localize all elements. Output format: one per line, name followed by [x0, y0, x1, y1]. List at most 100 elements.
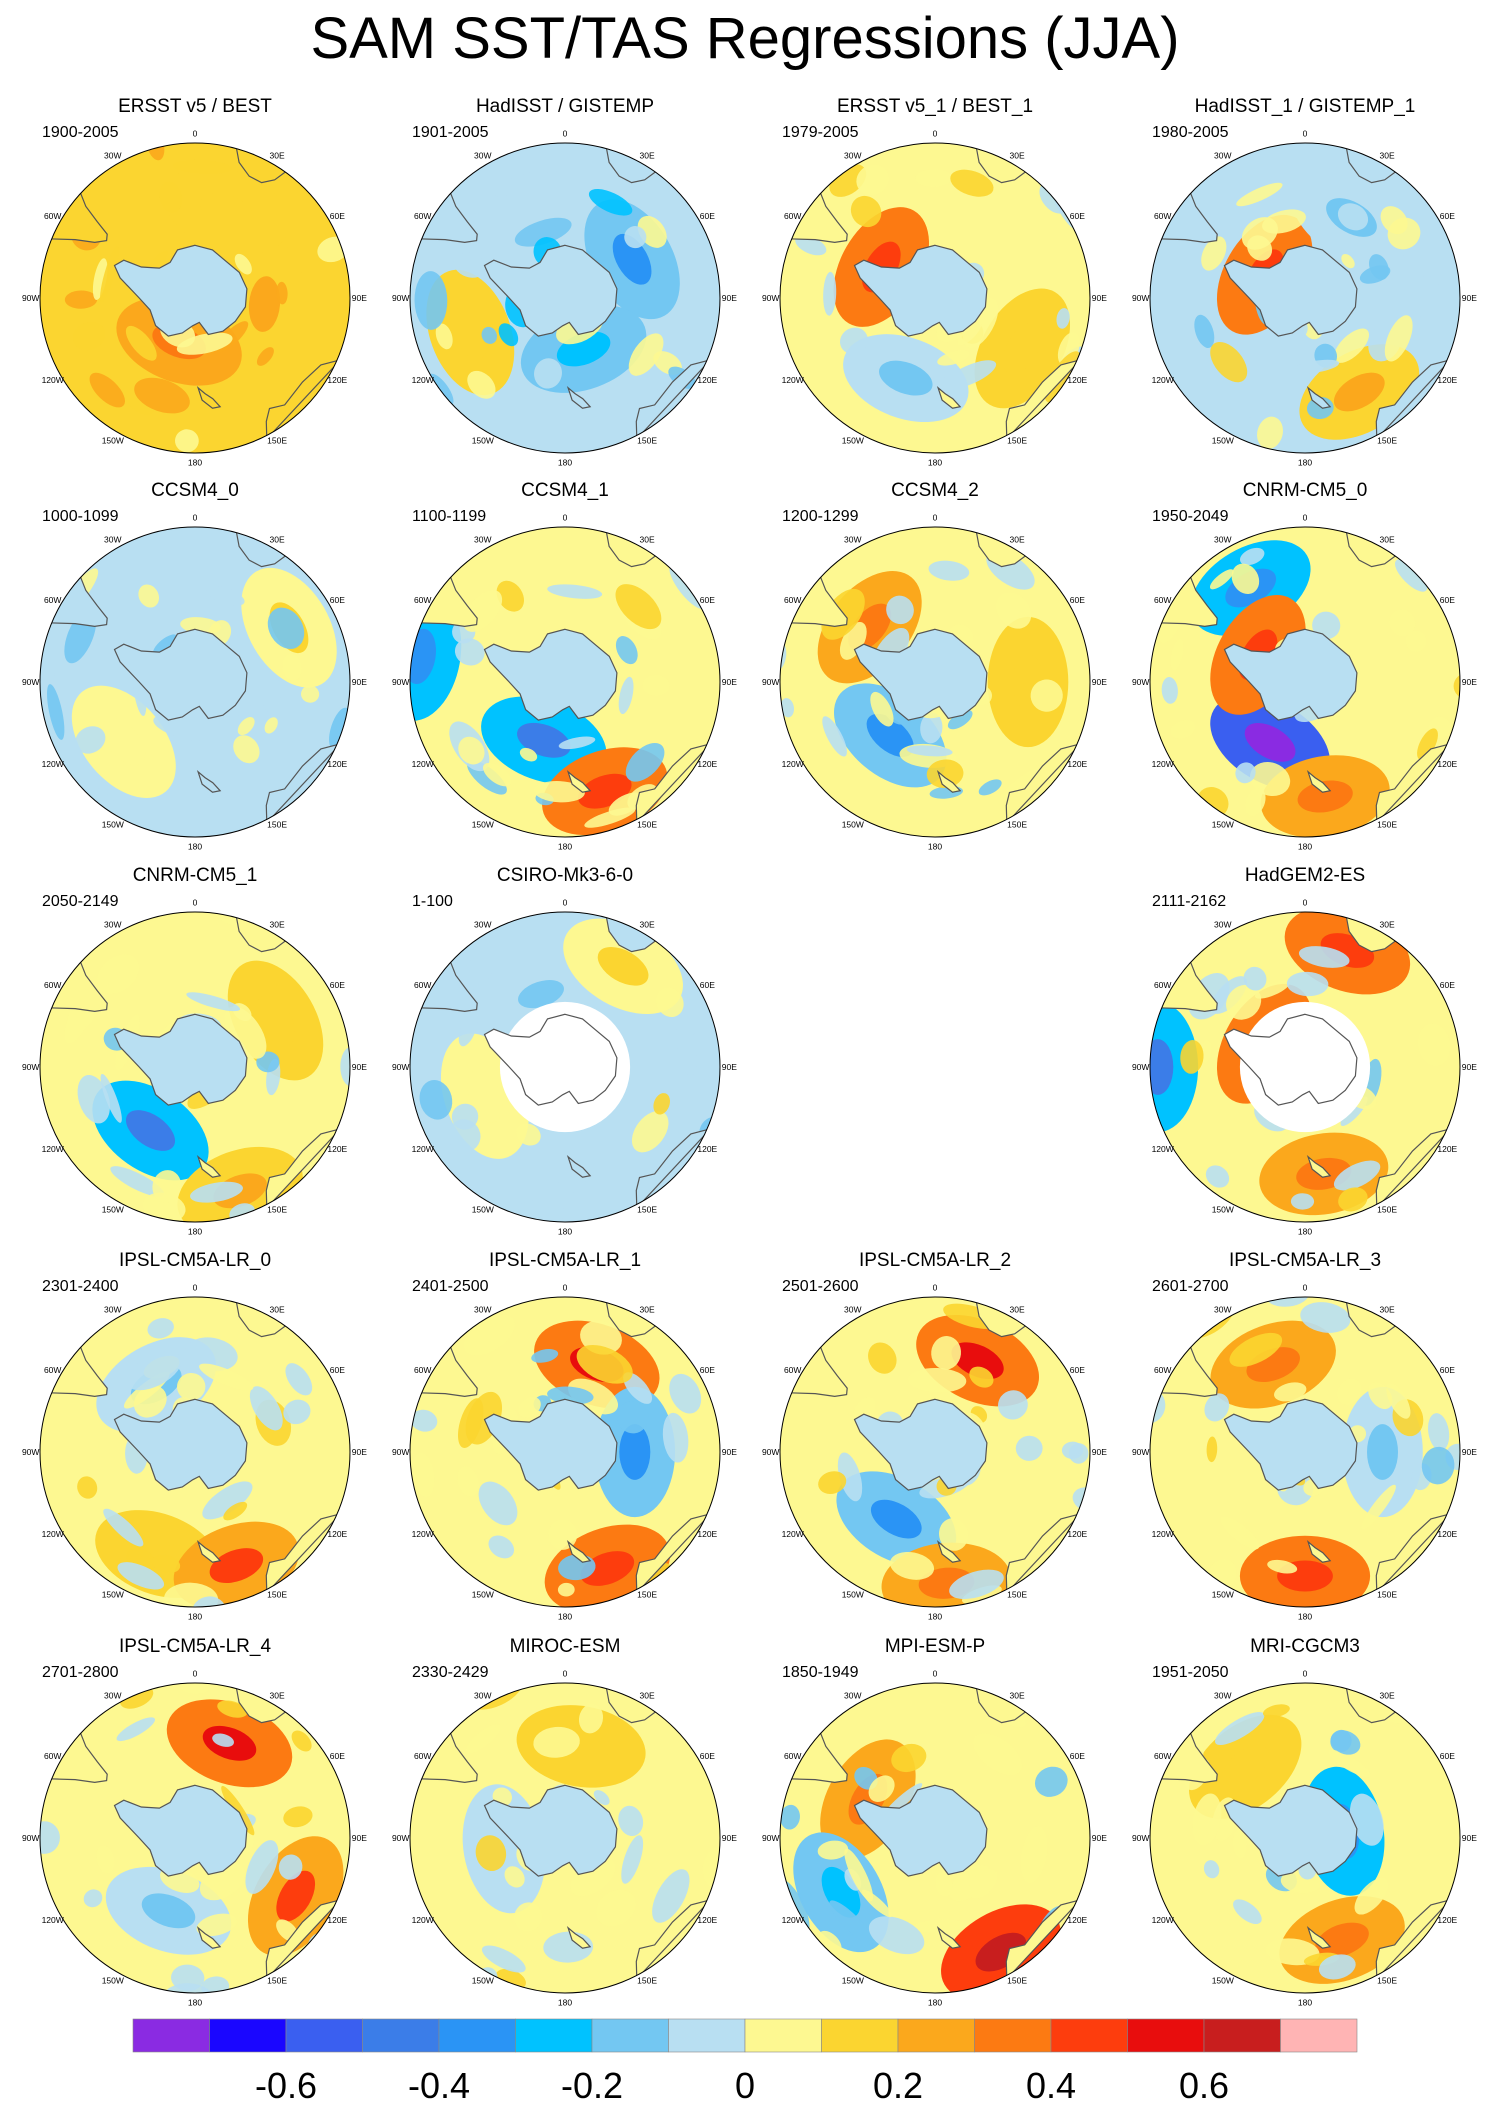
longitude-label: 150E [1377, 819, 1397, 829]
texture-blotch [920, 712, 943, 744]
antarctica-outline [113, 1398, 248, 1491]
polar-stereographic-map: 0 30E 60E 90E 120E 150E 180 150W 120W 90W 60W 30W [22, 1669, 367, 2008]
texture-blotch [534, 358, 562, 389]
longitude-label: 60W [414, 1365, 431, 1375]
longitude-label: 30W [1214, 920, 1231, 930]
anomaly-core [276, 1870, 316, 1922]
map-panel: IPSL-CM5A-LR_4 2701-2800 0 30E 60E 90E 120E 150… [10, 1636, 380, 2016]
longitude-label: 120W [42, 759, 64, 769]
map-boundary-circle [39, 1682, 351, 1994]
longitude-label: 150W [1212, 1975, 1234, 1985]
texture-blotch [126, 1351, 182, 1391]
longitude-label: 180 [1298, 1226, 1312, 1236]
south-america-outline [1157, 572, 1218, 628]
panel-title: IPSL-CM5A-LR_2 [858, 1250, 1012, 1271]
longitude-label: 90W [1132, 1833, 1149, 1843]
anomaly-core [125, 1110, 176, 1151]
new-zealand-outline [1306, 1154, 1332, 1178]
antarctica-outline [1223, 1784, 1358, 1877]
longitude-label: 120W [782, 759, 804, 769]
texture-blotch [514, 217, 572, 247]
anomaly-core [619, 1424, 651, 1480]
south-america-outline [417, 1342, 478, 1398]
longitude-label: 180 [928, 1997, 942, 2007]
panel-title: CNRM-CM5_0 [1242, 480, 1368, 501]
south-america-outline [787, 572, 848, 628]
antarctica-outline [853, 1784, 988, 1877]
panel-title: IPSL-CM5A-LR_1 [488, 1250, 642, 1271]
texture-blotch [498, 323, 519, 347]
longitude-label: 120E [697, 759, 717, 769]
anomaly-core [951, 1342, 1004, 1380]
longitude-label: 60E [1070, 1751, 1085, 1761]
longitude-label: 60E [1070, 1365, 1085, 1375]
longitude-label: 60W [1154, 1751, 1171, 1761]
new-zealand-outline [936, 385, 962, 409]
polar-stereographic-map: 0 30E 60E 90E 120E 150E 180 150W 120W 90W 60W 30W [762, 1283, 1107, 1622]
texture-blotch [47, 684, 65, 740]
longitude-label: 30E [1380, 1305, 1395, 1315]
longitude-label: 120W [412, 1915, 434, 1925]
longitude-label: 30W [844, 535, 861, 545]
texture-blotch [234, 253, 252, 275]
antarctica-outline [1223, 244, 1358, 337]
texture-blotch [175, 429, 199, 453]
longitude-label: 150W [472, 1975, 494, 1985]
longitude-label: 180 [558, 841, 572, 851]
longitude-label: 30E [1380, 535, 1395, 545]
longitude-label: 90E [722, 1833, 737, 1843]
longitude-label: 120E [327, 1144, 347, 1154]
panel-year-range: 2601-2700 [1152, 1278, 1229, 1295]
longitude-label: 120E [327, 1915, 347, 1925]
panel-title: CCSM4_1 [521, 480, 609, 501]
texture-blotch [329, 707, 350, 750]
map-panel: CCSM4_2 1200-1299 0 30E 60E 90E 120E 150E 180 150… [750, 480, 1120, 860]
texture-blotch [176, 332, 233, 355]
longitude-label: 120W [782, 1529, 804, 1539]
longitude-label: 30E [270, 151, 285, 161]
longitude-label: 120E [327, 375, 347, 385]
texture-blotch [134, 377, 190, 414]
longitude-label: 60E [330, 595, 345, 605]
longitude-label: 120W [1152, 375, 1174, 385]
texture-blotch [817, 1840, 849, 1860]
longitude-label: 60E [700, 980, 715, 990]
antarctica-outline [483, 1784, 618, 1877]
polar-stereographic-map: 0 30E 60E 90E 120E 150E 180 150W 120W 90W 60W 30W [392, 1283, 737, 1622]
texture-blotch [467, 370, 496, 399]
texture-blotch [618, 1805, 644, 1837]
panel-year-range: 2301-2400 [42, 1278, 119, 1295]
map-boundary-circle [1149, 1682, 1461, 1994]
texture-blotch [516, 1123, 541, 1146]
panel-year-range: 2050-2149 [42, 893, 119, 910]
longitude-label: 60W [44, 980, 61, 990]
texture-blotch [1384, 315, 1413, 362]
longitude-label: 60E [1440, 211, 1455, 221]
longitude-label: 30W [1214, 151, 1231, 161]
longitude-label: 60W [414, 211, 431, 221]
texture-blotch [283, 1806, 313, 1828]
longitude-label: 150E [1377, 435, 1397, 445]
polar-stereographic-map: 0 30E 60E 90E 120E 150E 180 150W 120W 90W 60W 30W [392, 129, 737, 468]
longitude-label: 150E [267, 1975, 287, 1985]
texture-blotch [492, 170, 548, 197]
texture-blotch [578, 1703, 604, 1734]
south-america-outline [417, 957, 478, 1013]
longitude-label: 90W [762, 1833, 779, 1843]
texture-blotch [192, 1596, 227, 1607]
longitude-label: 150E [267, 1589, 287, 1599]
map-boundary-circle [779, 1296, 1091, 1608]
texture-blotch [1328, 1749, 1371, 1778]
texture-blotch [1338, 1187, 1368, 1212]
texture-blotch [1286, 971, 1329, 997]
longitude-label: 60W [784, 1751, 801, 1761]
longitude-label: 90E [352, 677, 367, 687]
texture-blotch [163, 1983, 214, 1993]
anomaly-core [879, 360, 933, 396]
texture-blotch [531, 1349, 559, 1363]
antarctica-outline [483, 628, 618, 721]
panel-title: MIROC-ESM [509, 1636, 621, 1657]
antarctica-outline [483, 1013, 618, 1106]
texture-blotch [463, 960, 493, 990]
longitude-label: 0 [563, 1669, 568, 1679]
